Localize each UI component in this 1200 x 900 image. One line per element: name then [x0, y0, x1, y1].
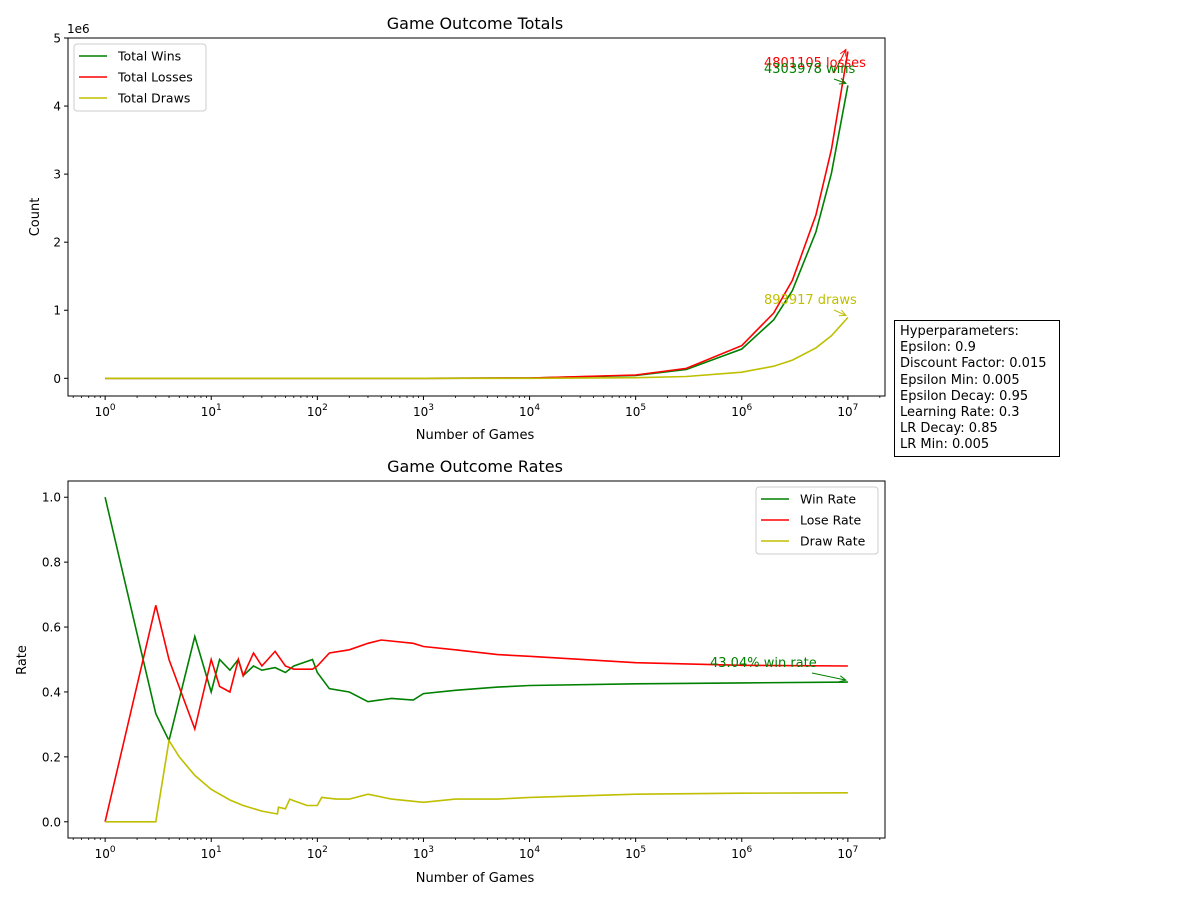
- rates-legend-label: Win Rate: [800, 492, 856, 507]
- hyperparameter-epsilon-min: Epsilon Min: 0.005: [900, 372, 1020, 388]
- totals-y-tick-label: 0: [53, 372, 61, 386]
- totals-annotation-arrow: [833, 78, 847, 84]
- totals-x-tick-label: 104: [519, 403, 540, 419]
- hyperparameter-learning-rate: Learning Rate: 0.3: [900, 405, 1020, 421]
- totals-y-offset-text: 1e6: [67, 22, 90, 36]
- hyperparameters-heading: Hyperparameters:: [900, 324, 1019, 339]
- rates-annotation-label: 43.04% win rate: [710, 656, 817, 671]
- rates-y-tick-label: 1.0: [42, 491, 61, 505]
- totals-annotation-arrow: [833, 49, 847, 74]
- totals-x-tick-label: 107: [837, 403, 858, 419]
- totals-annotation-arrowhead: [838, 77, 847, 85]
- rates-x-tick-label: 106: [731, 845, 752, 861]
- rates-x-tick-label: 107: [837, 845, 858, 861]
- rates-y-axis-label: Rate: [15, 645, 30, 675]
- rates-y-tick-label: 0.2: [42, 750, 61, 764]
- totals-x-tick-label: 101: [201, 403, 222, 419]
- rates-annotation-arrowhead: [838, 675, 847, 683]
- rates-x-axis-label: Number of Games: [416, 871, 535, 886]
- rates-axes-frame: [67, 480, 886, 839]
- totals-legend: Total Wins Total Losses Total Draws: [73, 43, 207, 112]
- rates-y-tick-label: 0.6: [42, 621, 61, 635]
- rates-chart-title: Game Outcome Rates: [387, 457, 563, 476]
- rates-legend-label: Draw Rate: [800, 534, 866, 549]
- rates-x-tick-label: 104: [519, 845, 540, 861]
- rates-series-line-win-rate: [104, 497, 848, 743]
- totals-annotation-label: 893917 draws: [764, 293, 857, 308]
- rates-legend-box: [755, 486, 879, 555]
- rates-series-line-lose-rate: [104, 605, 848, 822]
- totals-x-tick-label: 106: [731, 403, 752, 419]
- hyperparameter-epsilon: Epsilon: 0.9: [900, 340, 976, 356]
- totals-y-tick-label: 4: [53, 100, 61, 114]
- totals-x-tick-label: 103: [413, 403, 434, 419]
- totals-chart: Game Outcome Totals Number of Games Coun…: [28, 14, 886, 443]
- totals-y-tick-label: 3: [53, 168, 61, 182]
- rates-y-tick-label: 0.8: [42, 556, 61, 570]
- rates-legend-label: Lose Rate: [800, 513, 862, 528]
- totals-legend-label: Total Wins: [117, 49, 181, 64]
- rates-legend: Win Rate Lose Rate Draw Rate: [755, 486, 879, 555]
- rates-annotation-arrow: [811, 672, 846, 681]
- totals-y-tick-label: 5: [53, 32, 61, 46]
- totals-legend-label: Total Draws: [117, 91, 190, 106]
- rates-x-tick-label: 101: [201, 845, 222, 861]
- totals-chart-title: Game Outcome Totals: [387, 14, 564, 33]
- totals-axes-frame: [67, 37, 886, 397]
- hyperparameter-lr-min: LR Min: 0.005: [900, 437, 990, 453]
- totals-y-axis-label: Count: [28, 198, 43, 237]
- totals-series: [105, 51, 849, 380]
- rates-x-tick-label: 103: [413, 845, 434, 861]
- totals-annotation-arrowhead: [838, 309, 847, 317]
- totals-x-tick-label: 102: [307, 403, 328, 419]
- totals-annotation-arrowhead: [839, 48, 847, 57]
- hyperparameter-lr-decay: LR Decay: 0.85: [900, 421, 998, 437]
- totals-legend-box: [73, 43, 207, 112]
- totals-y-tick-label: 1: [53, 304, 61, 318]
- hyperparameter-epsilon-decay: Epsilon Decay: 0.95: [900, 388, 1029, 404]
- totals-x-axis-label: Number of Games: [416, 428, 535, 443]
- totals-legend-label: Total Losses: [117, 70, 193, 85]
- hyperparameters-box: Hyperparameters: Epsilon: 0.9 Discount F…: [894, 320, 1060, 457]
- rates-x-tick-label: 105: [625, 845, 646, 861]
- rates-y-tick-label: 0.0: [42, 815, 61, 829]
- totals-series-line-total-losses: [105, 51, 849, 380]
- totals-series-line-total-draws: [105, 316, 849, 380]
- rates-x-tick-label: 102: [307, 845, 328, 861]
- rates-series-line-draw-rate: [105, 738, 848, 823]
- rates-annotations: 43.04% win rate: [710, 656, 847, 683]
- totals-x-tick-label: 100: [95, 403, 116, 419]
- totals-series-line-total-wins: [105, 85, 849, 380]
- totals-y-tick-label: 2: [53, 236, 61, 250]
- rates-x-tick-label: 100: [95, 845, 116, 861]
- rates-chart: Game Outcome Rates Number of Games Rate …: [15, 457, 886, 886]
- rates-axes: 100 101 102 103 104 105 106 107 0.0 0.2 0.4 0.6 0.8 1…: [42, 480, 886, 861]
- totals-annotation-arrow: [833, 309, 847, 316]
- totals-annotation-label: 4303978 wins: [764, 62, 856, 77]
- hyperparameter-discount-factor: Discount Factor: 0.015: [900, 356, 1047, 372]
- rates-series: [104, 497, 848, 823]
- rates-y-tick-label: 0.4: [42, 685, 61, 699]
- totals-x-tick-label: 105: [625, 403, 646, 419]
